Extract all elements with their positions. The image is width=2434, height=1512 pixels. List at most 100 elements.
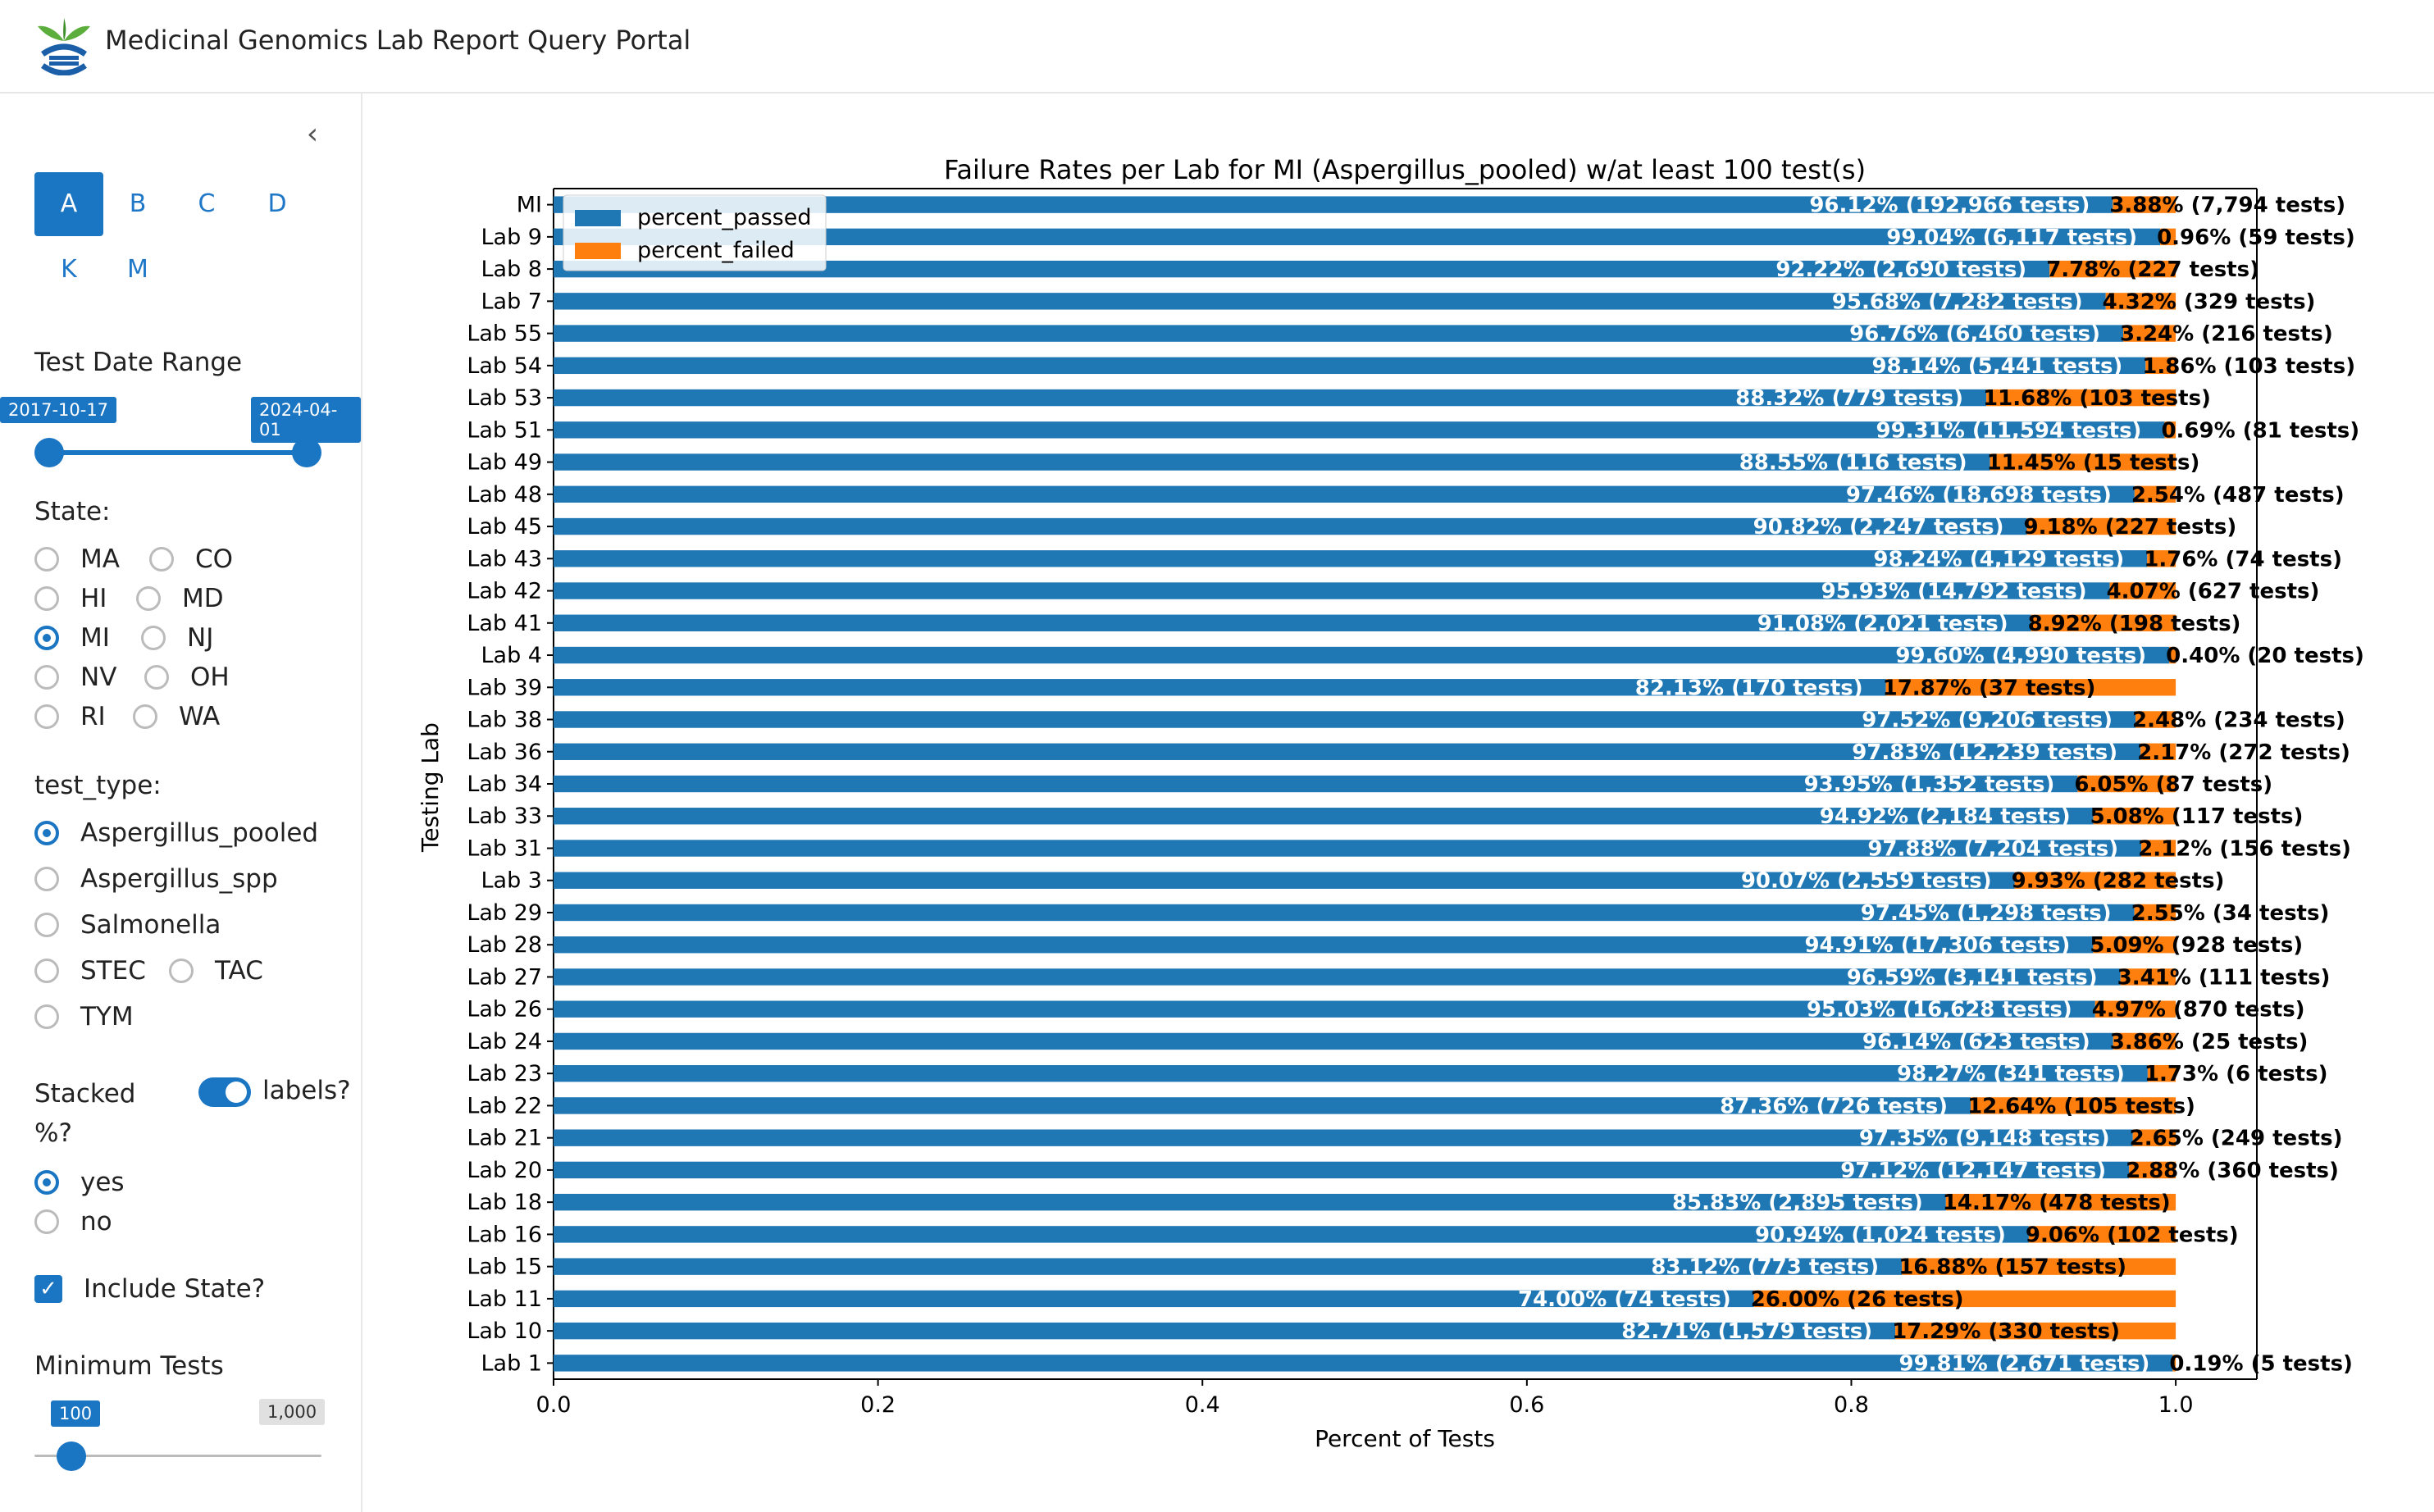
y-tick-label: Lab 21 bbox=[467, 1126, 542, 1151]
app-title: Medicinal Genomics Lab Report Query Port… bbox=[105, 25, 691, 56]
bar-failed bbox=[2123, 325, 2176, 342]
lab-logo-icon bbox=[38, 18, 90, 75]
bar-passed bbox=[554, 485, 2135, 503]
y-tick-label: Lab 16 bbox=[467, 1222, 542, 1247]
legend-swatch-failed bbox=[575, 243, 621, 259]
bar-passed bbox=[554, 196, 2113, 213]
data-label-failed: 2.17% (272 tests) bbox=[2137, 740, 2350, 765]
y-tick-label: Lab 24 bbox=[467, 1029, 542, 1054]
bar-passed bbox=[554, 1097, 1971, 1114]
data-label-passed: 97.45% (1,298 tests) bbox=[1861, 901, 2112, 926]
test-type-radio-tym[interactable]: TYM bbox=[34, 1002, 134, 1032]
chart-title: Failure Rates per Lab for MI (Aspergillu… bbox=[944, 154, 1866, 185]
test-type-radio-stec[interactable]: STEC bbox=[34, 956, 146, 986]
test-type-radio-salmonella[interactable]: Salmonella bbox=[34, 910, 221, 940]
y-tick-label: Lab 53 bbox=[467, 385, 542, 411]
labels-toggle-label: labels? bbox=[262, 1076, 351, 1105]
y-tick-label: Lab 39 bbox=[467, 675, 542, 700]
data-label-failed: 2.55% (34 tests) bbox=[2131, 901, 2330, 926]
legend-label-passed: percent_passed bbox=[637, 205, 811, 230]
stacked-radio-no[interactable]: no bbox=[34, 1207, 112, 1236]
y-tick-label: Lab 28 bbox=[467, 932, 542, 958]
stacked-radio-yes[interactable]: yes bbox=[34, 1168, 125, 1197]
x-tick-label: 0.4 bbox=[1185, 1392, 1220, 1418]
state-label: State: bbox=[34, 497, 111, 526]
data-label-passed: 98.14% (5,441 tests) bbox=[1871, 354, 2122, 379]
letter-tab-d[interactable]: D bbox=[267, 189, 287, 218]
labels-toggle[interactable] bbox=[198, 1077, 251, 1107]
y-tick-label: Lab 51 bbox=[467, 417, 542, 443]
state-radio-co[interactable]: CO bbox=[149, 544, 233, 574]
state-radio-nv[interactable]: NV bbox=[34, 663, 116, 692]
test-type-label: test_type: bbox=[34, 771, 162, 800]
bar-failed bbox=[2026, 517, 2176, 535]
bar-failed bbox=[2169, 646, 2176, 664]
data-label-passed: 98.27% (341 tests) bbox=[1897, 1062, 2125, 1086]
state-radio-oh[interactable]: OH bbox=[144, 663, 230, 692]
bar-passed bbox=[554, 517, 2027, 535]
include-state-checkbox[interactable]: ✓ Include State? bbox=[34, 1274, 265, 1304]
data-label-passed: 95.93% (14,792 tests) bbox=[1821, 580, 2087, 604]
letter-tab-m[interactable]: M bbox=[127, 255, 148, 284]
collapse-sidebar-icon[interactable]: ‹ bbox=[306, 117, 319, 151]
bar-passed bbox=[554, 357, 2146, 375]
data-label-passed: 95.03% (16,628 tests) bbox=[1807, 998, 2072, 1022]
letter-tab-c[interactable]: C bbox=[198, 189, 216, 218]
bar-passed bbox=[554, 1129, 2133, 1146]
failure-rate-chart: Failure Rates per Lab for MI (Aspergillu… bbox=[417, 154, 2364, 1452]
state-radio-mi[interactable]: MI bbox=[34, 623, 110, 653]
data-label-failed: 3.86% (25 tests) bbox=[2110, 1030, 2309, 1054]
data-label-passed: 97.12% (12,147 tests) bbox=[1840, 1159, 2106, 1183]
stacked-label: Stacked %? bbox=[34, 1079, 136, 1148]
chart-y-axis-label: Testing Lab bbox=[417, 722, 444, 853]
y-tick-label: MI bbox=[517, 193, 542, 218]
state-radio-hi[interactable]: HI bbox=[34, 584, 107, 613]
bar-failed bbox=[2134, 485, 2176, 503]
state-radio-ma[interactable]: MA bbox=[34, 544, 120, 574]
bar-passed bbox=[554, 743, 2141, 760]
test-type-radio-aspergillus-spp[interactable]: Aspergillus_spp bbox=[34, 864, 278, 894]
data-label-passed: 95.68% (7,282 tests) bbox=[1832, 289, 2083, 314]
data-label-passed: 93.95% (1,352 tests) bbox=[1804, 772, 2055, 797]
bar-passed bbox=[554, 679, 1886, 696]
test-type-radio-tac[interactable]: TAC bbox=[169, 956, 263, 986]
bar-failed bbox=[2094, 1000, 2176, 1018]
data-label-failed: 11.45% (15 tests) bbox=[1987, 451, 2200, 476]
y-tick-label: Lab 48 bbox=[467, 482, 542, 508]
data-label-failed: 0.69% (81 tests) bbox=[2161, 418, 2359, 443]
letter-tab-a[interactable]: A bbox=[34, 172, 103, 236]
data-label-passed: 96.14% (623 tests) bbox=[1862, 1030, 2090, 1054]
test-type-radio-aspergillus-pooled[interactable]: Aspergillus_pooled bbox=[34, 818, 318, 848]
letter-tab-b[interactable]: B bbox=[129, 189, 147, 218]
data-label-failed: 3.24% (216 tests) bbox=[2120, 322, 2333, 347]
bar-failed bbox=[1971, 1097, 2176, 1114]
bar-failed bbox=[1990, 453, 2176, 471]
letter-tab-k[interactable]: K bbox=[61, 255, 77, 284]
bar-passed bbox=[554, 421, 2165, 439]
min-tests-value-badge: 100 bbox=[51, 1400, 101, 1427]
data-label-failed: 4.07% (627 tests) bbox=[2107, 580, 2320, 604]
bar-failed bbox=[2109, 582, 2176, 599]
bar-failed bbox=[2160, 228, 2176, 246]
data-label-passed: 88.55% (116 tests) bbox=[1739, 451, 1967, 476]
date-range-end-handle[interactable] bbox=[292, 438, 321, 467]
bar-passed bbox=[554, 1322, 1896, 1340]
data-label-passed: 90.07% (2,559 tests) bbox=[1741, 869, 1992, 894]
data-label-failed: 7.78% (227 tests) bbox=[2046, 257, 2259, 282]
bar-passed bbox=[554, 325, 2124, 342]
data-label-failed: 2.88% (360 tests) bbox=[2126, 1159, 2339, 1183]
min-tests-handle[interactable] bbox=[57, 1441, 86, 1471]
state-radio-wa[interactable]: WA bbox=[133, 702, 220, 731]
state-radio-ri[interactable]: RI bbox=[34, 702, 106, 731]
date-range-start-handle[interactable] bbox=[34, 438, 64, 467]
data-label-failed: 9.93% (282 tests) bbox=[2012, 869, 2225, 894]
legend-label-failed: percent_failed bbox=[637, 238, 795, 263]
bar-failed bbox=[2093, 808, 2176, 825]
data-label-passed: 98.24% (4,129 tests) bbox=[1873, 547, 2124, 572]
y-tick-label: Lab 15 bbox=[467, 1255, 542, 1280]
y-tick-label: Lab 42 bbox=[467, 579, 542, 604]
state-radio-nj[interactable]: NJ bbox=[141, 623, 213, 653]
bar-failed bbox=[2028, 1226, 2176, 1243]
state-radio-md[interactable]: MD bbox=[136, 584, 224, 613]
bar-failed bbox=[1945, 1193, 2176, 1211]
